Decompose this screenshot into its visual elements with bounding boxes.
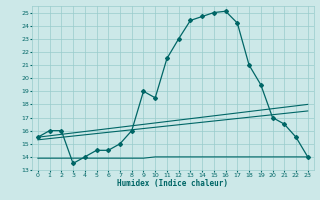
X-axis label: Humidex (Indice chaleur): Humidex (Indice chaleur)	[117, 179, 228, 188]
